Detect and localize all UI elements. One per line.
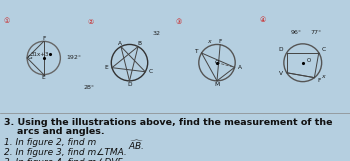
Text: 3. Using the illustrations above, find the measurement of the: 3. Using the illustrations above, find t… bbox=[4, 118, 332, 127]
Text: D: D bbox=[278, 47, 282, 52]
Text: ③: ③ bbox=[175, 19, 181, 25]
Text: 31x+3: 31x+3 bbox=[31, 52, 49, 57]
Text: 3. In figure 4, find m∠DVF: 3. In figure 4, find m∠DVF bbox=[4, 158, 122, 161]
Text: A: A bbox=[238, 65, 242, 70]
Text: A: A bbox=[118, 41, 122, 46]
Text: V: V bbox=[279, 71, 282, 76]
Text: M: M bbox=[215, 82, 219, 87]
Text: F: F bbox=[318, 78, 321, 83]
Text: C: C bbox=[322, 47, 326, 52]
Text: C: C bbox=[148, 69, 153, 74]
Text: 2. In figure 3, find m∠TMA.: 2. In figure 3, find m∠TMA. bbox=[4, 148, 126, 157]
Text: E: E bbox=[42, 75, 46, 80]
Text: x: x bbox=[207, 39, 211, 44]
Text: 1. In figure 2, find m: 1. In figure 2, find m bbox=[4, 138, 96, 147]
Text: 192°: 192° bbox=[66, 55, 82, 61]
Text: D: D bbox=[127, 82, 132, 87]
Text: 28°: 28° bbox=[84, 85, 95, 90]
Text: E: E bbox=[105, 65, 108, 70]
Text: F: F bbox=[42, 36, 46, 41]
Text: x: x bbox=[321, 74, 324, 79]
Text: G: G bbox=[27, 55, 32, 61]
Text: $\widehat{AB}$.: $\widehat{AB}$. bbox=[128, 138, 144, 152]
Text: 32: 32 bbox=[153, 32, 161, 37]
Text: ②: ② bbox=[88, 19, 94, 25]
Text: T: T bbox=[194, 49, 197, 54]
Text: B: B bbox=[137, 41, 141, 46]
Text: ①: ① bbox=[4, 18, 10, 24]
Text: O: O bbox=[215, 60, 219, 65]
Text: 96°: 96° bbox=[290, 29, 301, 34]
Text: ④: ④ bbox=[259, 17, 266, 23]
Text: O: O bbox=[307, 58, 311, 63]
Text: 77°: 77° bbox=[310, 29, 322, 34]
Text: arcs and angles.: arcs and angles. bbox=[4, 127, 104, 136]
Text: F: F bbox=[218, 39, 222, 44]
